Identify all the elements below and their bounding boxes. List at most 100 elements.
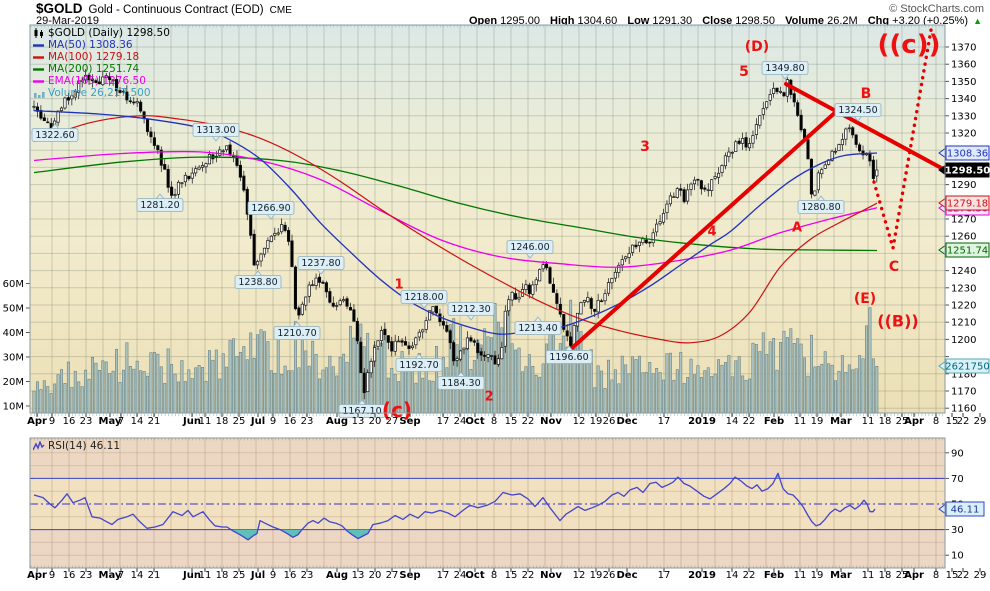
price-callout: 1324.50 xyxy=(834,103,882,122)
price-axis-right: 1370 1360 1350 1340 1330 1320 1290 1270 1260 1240… xyxy=(938,43,990,415)
volume-bar xyxy=(490,337,493,413)
date-tick-label: 8 xyxy=(491,570,497,581)
date-tick-label: May xyxy=(99,570,122,581)
volume-bar xyxy=(727,355,731,413)
candle-body xyxy=(190,172,194,179)
volume-bar xyxy=(166,348,170,413)
candle-body xyxy=(314,277,318,286)
rsi-tick-label: 90 xyxy=(951,448,964,459)
volume-bar xyxy=(459,325,463,413)
wave-label: 4 xyxy=(707,225,716,240)
volume-bar xyxy=(861,358,865,413)
volume-bar xyxy=(91,356,94,413)
candle-body xyxy=(63,97,67,109)
rsi-axis-right: 907050301046.11 xyxy=(938,448,985,562)
price-callouts: 1322.60 1313.00 1281.20 1266.90 1238.80 1237.… xyxy=(31,61,882,418)
volume-bar xyxy=(386,377,390,413)
date-tick-label: 14 xyxy=(131,570,144,581)
date-tick-label: 16 xyxy=(284,570,297,581)
volume-bar xyxy=(868,307,872,413)
candle-body xyxy=(620,259,624,266)
candle-body xyxy=(692,179,697,185)
volume-bar xyxy=(307,365,311,413)
candle-body xyxy=(644,239,648,244)
volume-bar xyxy=(758,351,762,413)
volume-bar xyxy=(269,370,273,413)
date-tick-label: 18 xyxy=(216,570,229,581)
rsi-mid-band xyxy=(30,478,945,530)
date-tick-label: 25 xyxy=(233,570,246,581)
candle-body xyxy=(293,266,297,310)
volume-bar xyxy=(256,334,260,413)
candle-body xyxy=(379,330,383,341)
volume-bar xyxy=(744,379,748,413)
candle-body xyxy=(414,337,418,346)
callout-box xyxy=(395,358,443,372)
candle-body xyxy=(627,253,631,258)
axis-box-text: 1298.50 xyxy=(945,166,990,177)
price-tick-label: 1170 xyxy=(951,387,976,398)
price-tick-label: 1260 xyxy=(951,232,976,243)
candle-body xyxy=(101,76,105,86)
volume-bar xyxy=(875,366,879,413)
volume-bars xyxy=(32,299,879,413)
legend-label: MA(100) 1279.18 xyxy=(48,51,140,64)
volume-bar xyxy=(710,376,714,413)
date-tick-label: Apr xyxy=(904,570,924,581)
date-tick-label: 2019 xyxy=(688,570,716,581)
candle-body xyxy=(868,152,872,162)
date-tick-label: 13 xyxy=(352,416,365,427)
volume-tick-label: 40M xyxy=(3,328,24,339)
volume-bar xyxy=(376,347,380,413)
volume-bar xyxy=(548,334,552,413)
volume-bar xyxy=(600,370,604,413)
volume-bar xyxy=(63,383,67,413)
price-callout: 1281.20 xyxy=(136,193,184,212)
candle-body xyxy=(242,175,246,191)
candle-body xyxy=(42,117,46,122)
date-tick-label: 9 xyxy=(270,570,276,581)
volume-bar xyxy=(500,327,504,413)
callout-text: 1349.80 xyxy=(765,63,804,74)
callout-text: 1237.80 xyxy=(301,258,340,269)
callout-box xyxy=(761,61,809,75)
candle-body xyxy=(586,297,590,303)
date-tick-label: 11 xyxy=(794,570,807,581)
date-tick-label: 25 xyxy=(233,416,246,427)
volume-bar xyxy=(328,355,332,413)
volume-bar xyxy=(318,378,321,413)
volume-bar xyxy=(115,348,119,413)
candle-body xyxy=(806,139,810,160)
date-tick-label: 19 xyxy=(590,416,603,427)
volume-bar xyxy=(221,353,225,413)
date-tick-label: 18 xyxy=(216,416,229,427)
date-tick-label: 14 xyxy=(726,570,739,581)
candle-body xyxy=(768,94,772,101)
candle-body xyxy=(32,105,36,108)
candle-body xyxy=(796,102,800,116)
candle-body xyxy=(737,140,741,144)
candle-body xyxy=(128,100,132,103)
volume-bar xyxy=(765,354,769,413)
candle-body xyxy=(634,244,638,248)
volume-bar xyxy=(713,373,717,413)
candle-body xyxy=(80,79,84,83)
volume-bar xyxy=(421,377,425,413)
callout-box xyxy=(31,128,79,142)
candle-body xyxy=(651,232,655,244)
candle-body xyxy=(207,154,211,165)
candle-body xyxy=(204,163,208,168)
candle-body xyxy=(163,164,167,170)
candle-body xyxy=(331,302,335,307)
low-label: Low xyxy=(627,15,650,27)
candle-body xyxy=(545,263,549,269)
legend-label: MA(50) 1308.36 xyxy=(48,39,133,52)
volume-bar xyxy=(820,363,824,413)
date-tick-label: Feb xyxy=(764,570,784,581)
candle-body xyxy=(871,159,875,179)
price-callout: 1280.80 xyxy=(797,195,845,214)
candle-body xyxy=(194,168,198,174)
date-tick-label: 19 xyxy=(811,416,824,427)
date-tick-label: 16 xyxy=(284,416,297,427)
